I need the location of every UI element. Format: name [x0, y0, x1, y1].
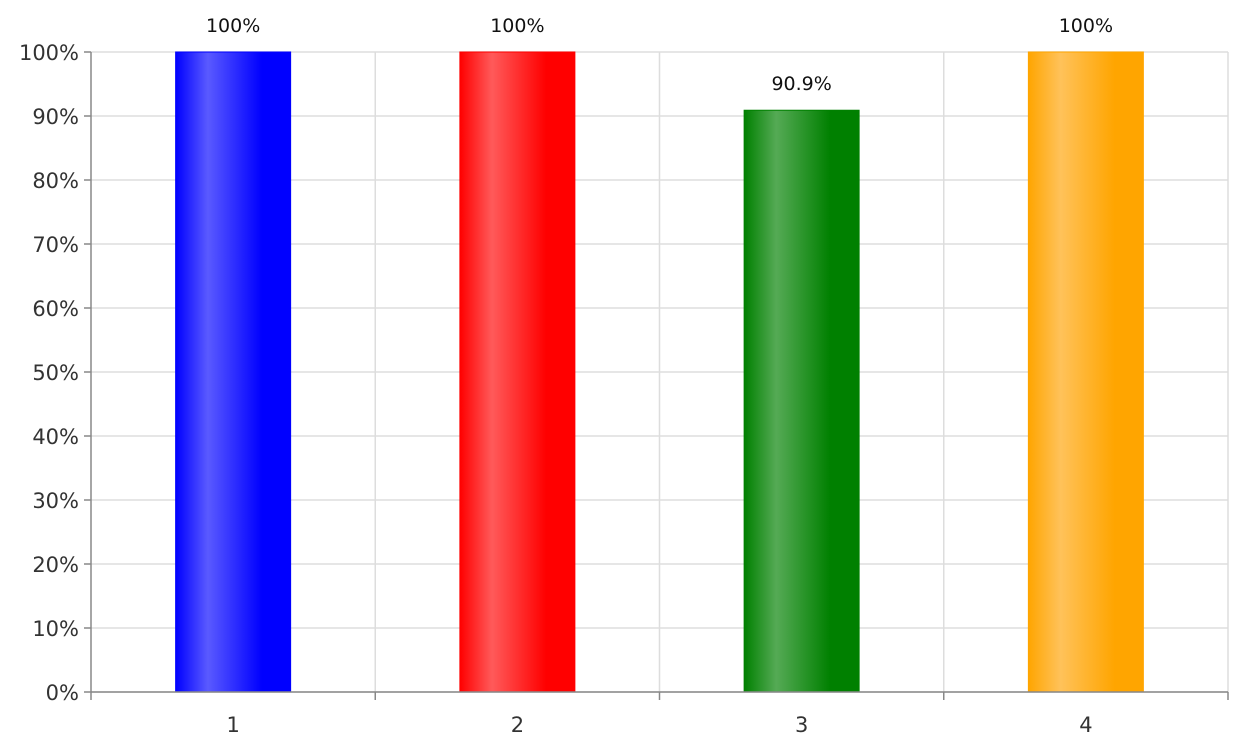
bar-2 — [459, 51, 576, 693]
bars — [175, 51, 1144, 693]
y-tick-label: 20% — [32, 553, 79, 577]
x-tick-label: 4 — [1079, 713, 1092, 736]
data-label: 100% — [206, 15, 260, 37]
labels: 0% 10% 20% 30% 40% 50% 60% 70% 80% 90% 100% 1 2 3 4 100… — [19, 15, 1113, 736]
y-tick-label: 10% — [32, 617, 79, 641]
y-tick-label: 30% — [32, 489, 79, 513]
y-tick-label: 60% — [32, 297, 79, 321]
y-tick-label: 80% — [32, 169, 79, 193]
bar-3 — [743, 109, 860, 693]
data-label: 100% — [490, 15, 544, 37]
x-tick-label: 2 — [511, 713, 524, 736]
bar-1 — [175, 51, 292, 693]
y-tick-label: 40% — [32, 425, 79, 449]
y-tick-label: 100% — [19, 41, 79, 65]
y-tick-label: 50% — [32, 361, 79, 385]
y-tick-label: 0% — [46, 681, 79, 705]
y-tick-label: 70% — [32, 233, 79, 257]
axes — [84, 51, 1229, 700]
bar-4 — [1027, 51, 1144, 693]
data-label: 90.9% — [771, 73, 831, 95]
y-tick-label: 90% — [32, 105, 79, 129]
x-tick-label: 1 — [226, 713, 239, 736]
x-tick-label: 3 — [795, 713, 808, 736]
data-label: 100% — [1059, 15, 1113, 37]
